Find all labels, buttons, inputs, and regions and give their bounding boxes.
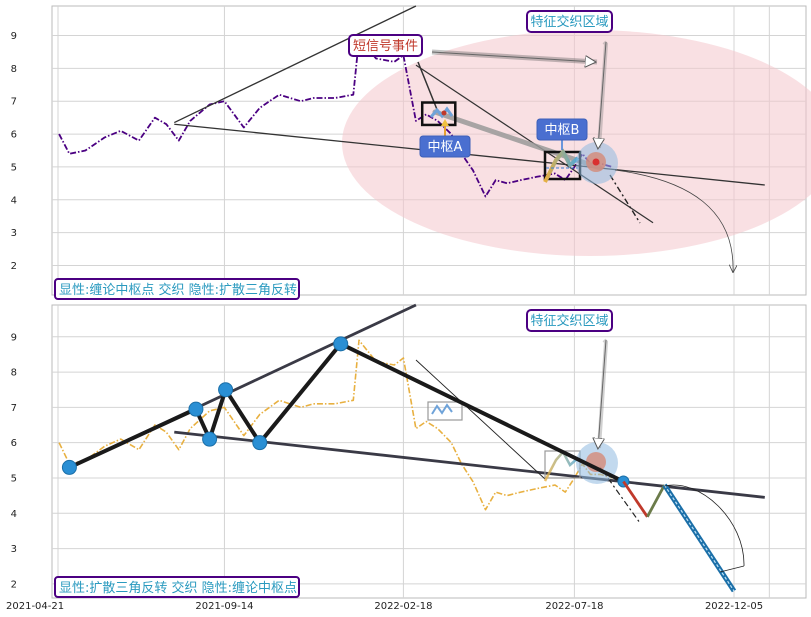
feature-arrow (598, 41, 607, 148)
top-feature-text: 特征交织区域 (530, 14, 608, 30)
top-ytick-label: 9 (11, 31, 17, 42)
top-ytick-label: 3 (11, 228, 17, 239)
bottom-panel-frame (51, 304, 807, 599)
triangle-pivot-point (333, 336, 349, 352)
top-legend-text: 显性:缠论中枢点 交织 隐性:扩散三角反转 (59, 282, 297, 298)
zhongshu-a-box (420, 101, 457, 127)
top-ytick-label: 7 (11, 97, 17, 108)
zhongshu-b-badge: 中枢B (536, 118, 588, 141)
bottom-ytick-label: 4 (11, 509, 17, 520)
top-ytick-label: 8 (11, 64, 17, 75)
triangle-pivot-point (61, 459, 77, 475)
projection-blue-leg-inner (663, 484, 735, 592)
top-ytick-label: 2 (11, 261, 17, 272)
triangle-pivot-point (218, 382, 234, 398)
zhongshu-a-marker (441, 110, 447, 116)
bottom-ytick-label: 7 (11, 403, 17, 414)
zhongshu-a-badge: 中枢A (419, 135, 471, 158)
zhongshu-b-wave (543, 148, 580, 183)
top-legend-badge: 显性:缠论中枢点 交织 隐性:扩散三角反转 (54, 278, 300, 300)
bottom-ytick-label: 5 (11, 473, 17, 484)
xtick-label: 2021-04-21 (6, 601, 64, 612)
bottom-thin-line (415, 359, 546, 480)
xtick-label: 2022-12-05 (705, 601, 763, 612)
bottom-feature-text: 特征交织区域 (530, 313, 608, 329)
top-trend-line (173, 5, 417, 124)
bottom-ytick-label: 8 (11, 368, 17, 379)
top-panel (58, 5, 811, 272)
top-curve-arrow (614, 169, 733, 272)
top-ytick-label: 5 (11, 162, 17, 173)
xtick-label: 2022-07-18 (545, 601, 603, 612)
signal-arrow (431, 51, 595, 62)
feature-region-ellipse (342, 30, 811, 256)
bottom-ytick-label: 2 (11, 579, 17, 590)
bottom-projection-dashed (599, 466, 641, 524)
zhongshu-a-text: 中枢A (428, 140, 463, 155)
triangle-pivot-point (252, 435, 268, 451)
top-feature-badge: 特征交织区域 (526, 10, 613, 33)
bottom-feature-arrow (598, 339, 607, 448)
bottom-panel (58, 303, 765, 593)
top-down-wave-band (432, 109, 603, 171)
bottom-feature-badge: 特征交织区域 (526, 309, 613, 332)
bottom-target-tick (719, 565, 745, 573)
top-price-line (58, 37, 613, 198)
axis-ticks: 2 3 4 5 6 7 8 9 2 3 4 5 6 7 8 9 2021-04-21 2021-09-14 2022… (6, 31, 763, 612)
short-signal-badge: 短信号事件 (348, 34, 423, 57)
top-focus-dot (592, 158, 600, 166)
bottom-ytick-label: 3 (11, 544, 17, 555)
bottom-legend-text: 显性:扩散三角反转 交织 隐性:缠论中枢点 (59, 580, 297, 596)
short-signal-text: 短信号事件 (353, 39, 418, 54)
triangle-pivot-point (188, 401, 204, 417)
top-projection-dashed (609, 174, 641, 224)
top-ytick-label: 6 (11, 130, 17, 141)
bottom-curve-line (664, 484, 745, 567)
top-ytick-label: 4 (11, 195, 17, 206)
zhongshu-a-wave (429, 106, 454, 119)
zhongshu-a-pointer-head (441, 119, 449, 126)
bottom-ytick-label: 6 (11, 438, 17, 449)
bottom-ytick-label: 9 (11, 332, 17, 343)
triangle-pivot-point (202, 431, 218, 447)
xtick-label: 2022-02-18 (374, 601, 432, 612)
zhongshu-b-text: 中枢B (545, 123, 580, 138)
bottom-zhongshu-a-box (427, 401, 463, 421)
projection-green-leg (646, 484, 666, 518)
bottom-zhongshu-a-wave (431, 403, 453, 415)
projection-red-leg (622, 480, 649, 518)
bottom-legend-badge: 显性:扩散三角反转 交织 隐性:缠论中枢点 (54, 576, 300, 598)
xtick-label: 2021-09-14 (195, 601, 253, 612)
